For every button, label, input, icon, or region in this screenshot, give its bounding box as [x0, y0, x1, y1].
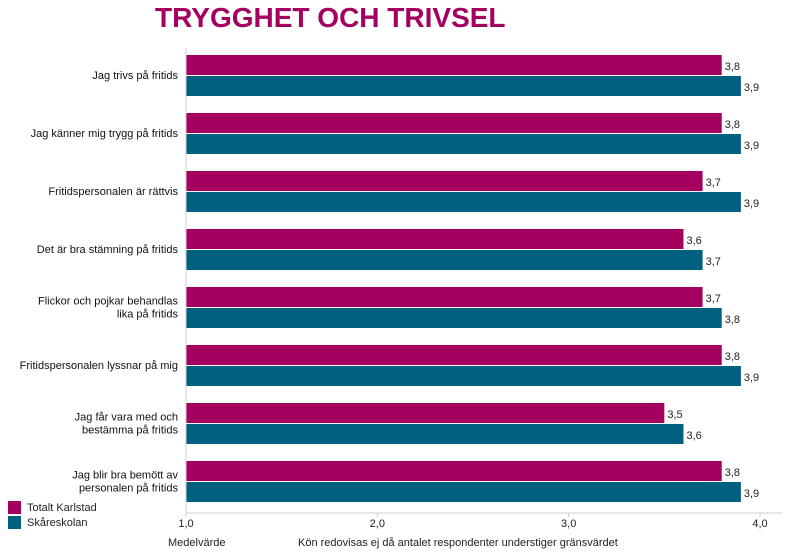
value-label-s2-4: 3,7	[706, 256, 721, 268]
x-tick-label-3: 3,0	[561, 518, 576, 530]
bar-skareskolan-5	[186, 308, 722, 328]
chart-title: TRYGGHET OCH TRIVSEL	[155, 2, 506, 33]
category-label-8-line-1: Jag blir bra bemött av	[72, 470, 178, 482]
bar-skareskolan-4	[186, 250, 703, 270]
category-label-2: Jag känner mig trygg på fritids	[31, 128, 179, 140]
category-label-7-line-1: Jag får vara med och	[75, 412, 178, 424]
value-label-s1-7: 3,5	[667, 409, 682, 421]
bar-totalt-karlstad-2	[186, 113, 722, 133]
bar-skareskolan-7	[186, 424, 684, 444]
value-label-s2-7: 3,6	[686, 430, 701, 442]
x-tick-label-1: 1,0	[178, 518, 193, 530]
value-label-s2-5: 3,8	[725, 314, 740, 326]
category-label-5-line-2: lika på fritids	[117, 309, 179, 321]
category-label-5-line-1: Flickor och pojkar behandlas	[38, 296, 179, 308]
legend-swatch-series-1	[8, 501, 21, 514]
bar-totalt-karlstad-8	[186, 461, 722, 481]
legend: Totalt Karlstad Skåreskolan	[8, 500, 97, 530]
bars-group	[186, 55, 741, 502]
value-label-s2-2: 3,9	[744, 140, 759, 152]
bar-skareskolan-2	[186, 134, 741, 154]
bar-totalt-karlstad-4	[186, 229, 684, 249]
bar-totalt-karlstad-6	[186, 345, 722, 365]
value-label-s2-3: 3,9	[744, 198, 759, 210]
value-label-s2-6: 3,9	[744, 372, 759, 384]
category-label-7-line-2: bestämma på fritids	[82, 425, 178, 437]
bar-skareskolan-8	[186, 482, 741, 502]
category-label-1: Jag trivs på fritids	[92, 70, 178, 82]
chart-note: Kön redovisas ej då antalet respondenter…	[298, 537, 618, 549]
legend-label-series-2: Skåreskolan	[27, 516, 88, 529]
value-label-s1-1: 3,8	[725, 61, 740, 73]
legend-item-series-1: Totalt Karlstad	[8, 500, 97, 515]
category-label-4: Det är bra stämning på fritids	[37, 244, 179, 256]
bar-totalt-karlstad-3	[186, 171, 703, 191]
x-axis: 1,0 2,0 3,0 4,0	[178, 48, 782, 530]
x-tick-label-4: 4,0	[752, 518, 767, 530]
bar-skareskolan-3	[186, 192, 741, 212]
value-label-s1-3: 3,7	[706, 177, 721, 189]
x-axis-title: Medelvärde	[168, 537, 226, 549]
legend-swatch-series-2	[8, 516, 21, 529]
bar-totalt-karlstad-1	[186, 55, 722, 75]
value-label-s1-5: 3,7	[706, 293, 721, 305]
category-label-6: Fritidspersonalen lyssnar på mig	[20, 360, 178, 372]
bar-skareskolan-1	[186, 76, 741, 96]
category-label-8-line-2: personalen på fritids	[79, 483, 179, 495]
value-label-s1-2: 3,8	[725, 119, 740, 131]
value-label-s1-4: 3,6	[686, 235, 701, 247]
value-label-s2-1: 3,9	[744, 82, 759, 94]
bar-totalt-karlstad-7	[186, 403, 665, 423]
value-labels: 3,8 3,9 3,8 3,9 3,7 3,9 3,6 3,7 3,7 3,8 3,8 3,9 3,5 3…	[667, 61, 759, 500]
bar-skareskolan-6	[186, 366, 741, 386]
value-label-s1-6: 3,8	[725, 351, 740, 363]
bar-totalt-karlstad-5	[186, 287, 703, 307]
value-label-s2-8: 3,9	[744, 488, 759, 500]
category-labels: Jag trivs på fritids Jag känner mig trygg…	[20, 70, 179, 495]
legend-label-series-1: Totalt Karlstad	[27, 501, 97, 514]
legend-item-series-2: Skåreskolan	[8, 515, 97, 530]
category-label-3: Fritidspersonalen är rättvis	[48, 186, 178, 198]
x-tick-label-2: 2,0	[370, 518, 385, 530]
value-label-s1-8: 3,8	[725, 467, 740, 479]
